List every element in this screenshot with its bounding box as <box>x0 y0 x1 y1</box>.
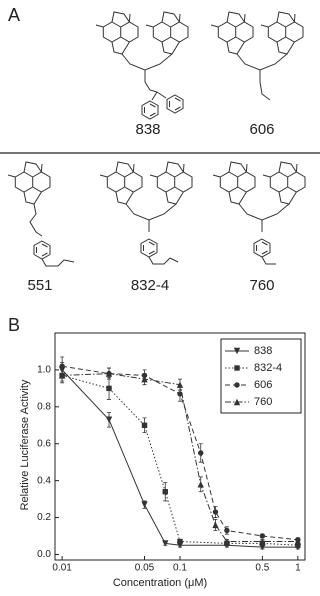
marker <box>141 501 148 508</box>
marker <box>197 481 204 488</box>
x-axis-title: Concentration (μM) <box>113 577 207 589</box>
marker <box>106 385 112 392</box>
legend-marker <box>234 365 240 371</box>
legend-marker <box>234 382 240 388</box>
y-tick-label: 0.8 <box>37 401 51 412</box>
y-tick-label: 0.6 <box>37 438 51 449</box>
marker <box>105 370 113 377</box>
x-tick-label: 0.5 <box>255 563 269 574</box>
structure-606 <box>211 12 303 101</box>
x-tick-label: 1 <box>295 563 301 574</box>
legend-label: 838 <box>254 345 272 357</box>
legend-label: 832-4 <box>254 362 282 374</box>
y-tick-label: 0.0 <box>37 549 51 560</box>
legend-marker <box>233 398 241 406</box>
panel-label: B <box>8 315 20 335</box>
legend-marker <box>233 347 241 355</box>
structure-551 <box>7 161 75 267</box>
structure-832-4 <box>100 162 192 265</box>
marker <box>162 540 169 547</box>
marker <box>141 375 148 383</box>
marker <box>224 527 230 534</box>
marker <box>141 422 148 428</box>
legend-label: 606 <box>254 379 272 391</box>
marker <box>198 450 204 456</box>
series-line <box>61 374 298 546</box>
marker <box>176 381 184 388</box>
legend-label: 760 <box>254 396 272 408</box>
compound-label: 551 <box>27 277 52 294</box>
marker <box>177 538 183 545</box>
panel-label: A <box>8 5 20 25</box>
marker <box>294 538 302 545</box>
marker <box>212 509 219 515</box>
marker <box>58 372 66 379</box>
compound-label: 832-4 <box>131 277 169 294</box>
marker <box>295 542 301 548</box>
compound-label: 606 <box>249 121 274 138</box>
structure-838 <box>96 12 188 120</box>
y-tick-label: 1.0 <box>37 365 51 376</box>
x-tick-label: 0.01 <box>52 563 72 574</box>
marker <box>223 538 231 545</box>
marker <box>59 363 65 369</box>
x-tick-label: 0.05 <box>135 563 155 574</box>
series-line <box>61 369 298 548</box>
marker <box>212 521 219 529</box>
marker <box>259 533 266 539</box>
marker <box>105 416 113 423</box>
marker <box>162 489 168 495</box>
compound-label: 760 <box>249 277 274 294</box>
structure-760 <box>213 162 305 265</box>
marker <box>259 538 266 545</box>
y-tick-label: 0.4 <box>37 475 51 486</box>
y-tick-label: 0.2 <box>37 512 51 523</box>
y-axis-title: Relative Luciferase Activity <box>19 379 31 510</box>
x-tick-label: 0.1 <box>173 563 187 574</box>
compound-label: 838 <box>135 121 160 138</box>
